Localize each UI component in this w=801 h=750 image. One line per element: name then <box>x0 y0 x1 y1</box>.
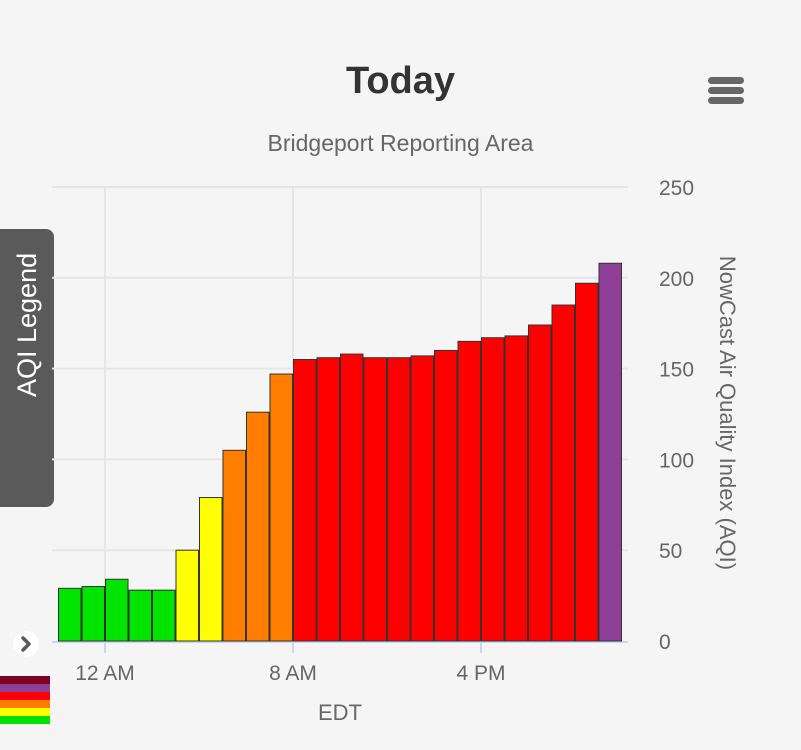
bar[interactable] <box>128 589 152 642</box>
bar[interactable] <box>551 304 575 642</box>
x-tick-label: 4 PM <box>456 662 505 685</box>
bar[interactable] <box>457 340 481 642</box>
bar[interactable] <box>81 586 105 642</box>
bars <box>58 262 622 642</box>
legend-swatch <box>0 708 50 716</box>
aqi-legend-swatches <box>0 676 50 724</box>
y-axis-ticks: 0 50 100 150 200 250 <box>659 177 694 654</box>
y-tick-label: 250 <box>659 177 694 200</box>
bar[interactable] <box>481 337 505 642</box>
x-axis-label: EDT <box>318 700 362 725</box>
aqi-legend-tab[interactable]: AQI Legend <box>0 229 54 724</box>
bar[interactable] <box>199 497 223 642</box>
legend-swatch <box>0 692 50 700</box>
bar[interactable] <box>175 549 199 642</box>
bar[interactable] <box>504 335 528 642</box>
bar[interactable] <box>363 357 387 642</box>
legend-swatch <box>0 716 50 724</box>
bar[interactable] <box>575 282 599 642</box>
bar[interactable] <box>316 357 340 642</box>
hamburger-menu-icon[interactable] <box>703 70 749 110</box>
bar[interactable] <box>410 355 434 642</box>
bar[interactable] <box>105 578 129 642</box>
legend-swatch <box>0 700 50 708</box>
bar[interactable] <box>246 411 270 642</box>
y-tick-label: 150 <box>659 359 694 382</box>
y-tick-label: 50 <box>659 540 682 563</box>
bar[interactable] <box>340 353 364 642</box>
x-axis-ticks: 12 AM 8 AM 4 PM <box>75 642 506 685</box>
bar[interactable] <box>434 349 458 642</box>
legend-swatch <box>0 684 50 692</box>
y-tick-label: 100 <box>659 449 694 472</box>
chart-title: Today <box>345 60 456 102</box>
bar[interactable] <box>598 262 622 642</box>
chevron-circle-icon <box>13 631 39 657</box>
bar[interactable] <box>152 589 176 642</box>
y-axis-label: NowCast Air Quality Index (AQI) <box>715 256 740 570</box>
legend-swatch <box>0 676 50 684</box>
bar[interactable] <box>293 359 317 642</box>
bar[interactable] <box>269 373 293 642</box>
x-tick-label: 8 AM <box>269 662 317 685</box>
bar[interactable] <box>528 324 552 642</box>
y-tick-label: 200 <box>659 268 694 291</box>
bar[interactable] <box>58 587 82 642</box>
y-tick-label: 0 <box>659 631 671 654</box>
x-tick-label: 12 AM <box>75 662 135 685</box>
chart-subtitle: Bridgeport Reporting Area <box>267 130 534 156</box>
bar[interactable] <box>387 357 411 642</box>
bar[interactable] <box>222 449 246 642</box>
